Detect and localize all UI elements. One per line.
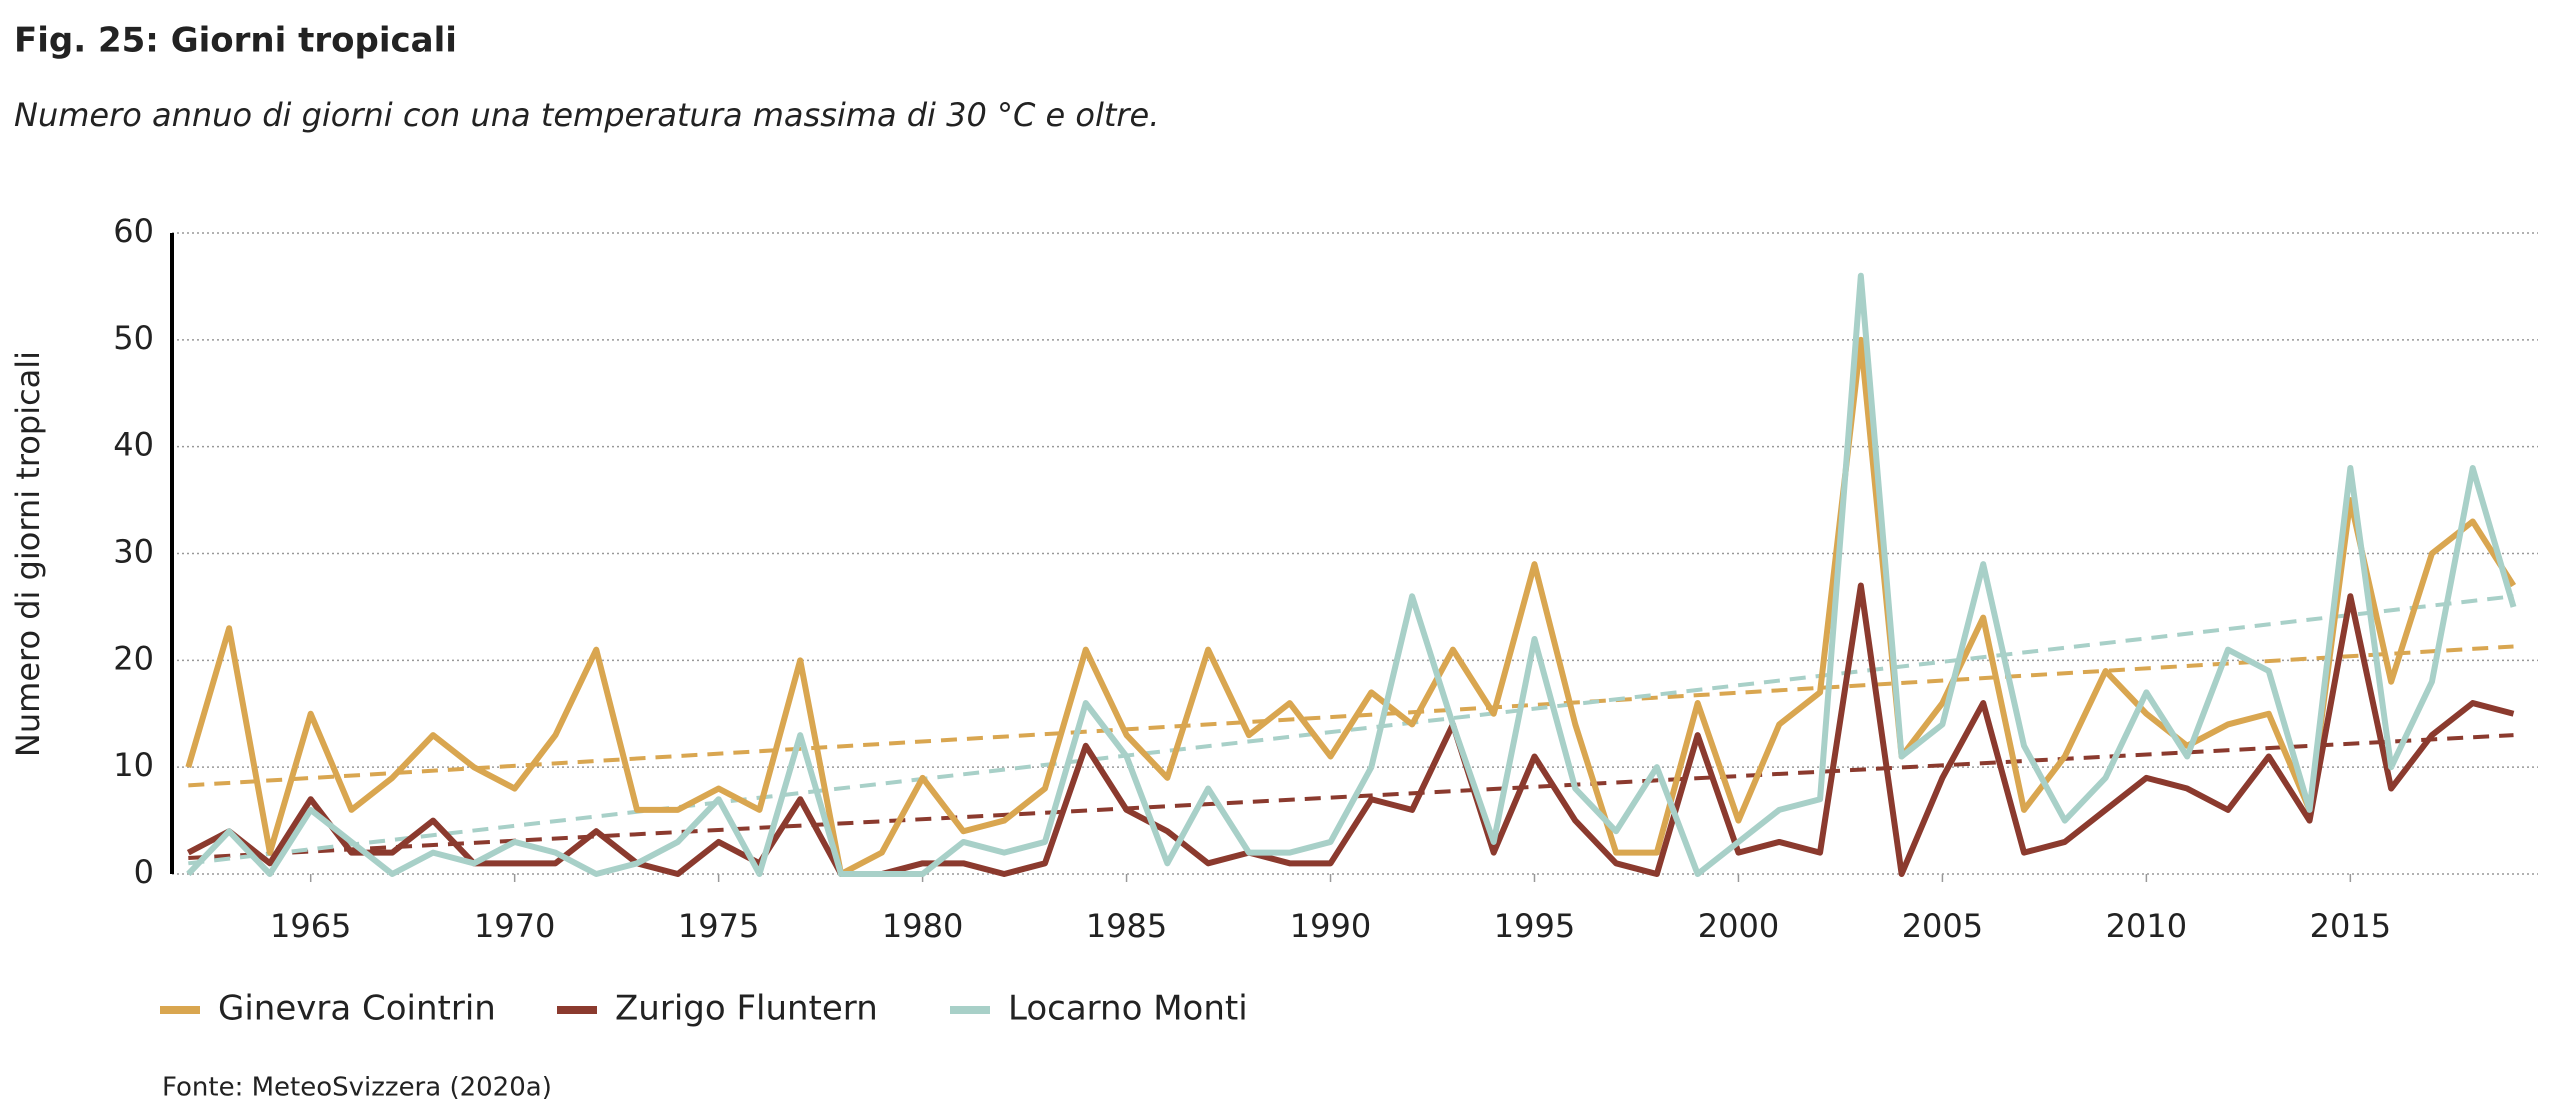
y-tick-label: 60 xyxy=(113,212,154,250)
y-axis-label: Numero di giorni tropicali xyxy=(9,351,47,757)
legend-label: Ginevra Cointrin xyxy=(218,989,496,1029)
y-tick-label: 30 xyxy=(113,533,154,571)
x-tick-label: 2010 xyxy=(2106,907,2187,945)
trend-line xyxy=(188,733,2514,860)
y-tick-label: 40 xyxy=(113,426,154,464)
x-tick-label: 1975 xyxy=(678,907,759,945)
x-tick-label: 2015 xyxy=(2310,907,2391,945)
y-tick-label: 20 xyxy=(113,639,154,677)
y-tick-label: 0 xyxy=(134,853,154,891)
x-tick-label: 1995 xyxy=(1494,907,1575,945)
legend-label: Zurigo Fluntern xyxy=(615,989,878,1029)
y-tick-label: 50 xyxy=(113,319,154,357)
x-tick-label: 2005 xyxy=(1902,907,1983,945)
x-tick-label: 1990 xyxy=(1290,907,1371,945)
legend-label: Locarno Monti xyxy=(1008,989,1248,1029)
x-tick-label: 1970 xyxy=(474,907,555,945)
y-tick-label: 10 xyxy=(113,746,154,784)
source: Fonte: MeteoSvizzera (2020a) xyxy=(162,1073,552,1103)
x-tick-label: 1985 xyxy=(1086,907,1167,945)
series-line xyxy=(186,272,2517,877)
chart-subtitle: Numero annuo di giorni con una temperatu… xyxy=(14,96,1159,134)
x-tick-label: 2000 xyxy=(1698,907,1779,945)
series-line xyxy=(186,582,2515,877)
series-line xyxy=(185,336,2517,877)
chart-title: Fig. 25: Giorni tropicali xyxy=(14,21,457,61)
x-tick-label: 1965 xyxy=(270,907,351,945)
x-tick-label: 1980 xyxy=(882,907,963,945)
